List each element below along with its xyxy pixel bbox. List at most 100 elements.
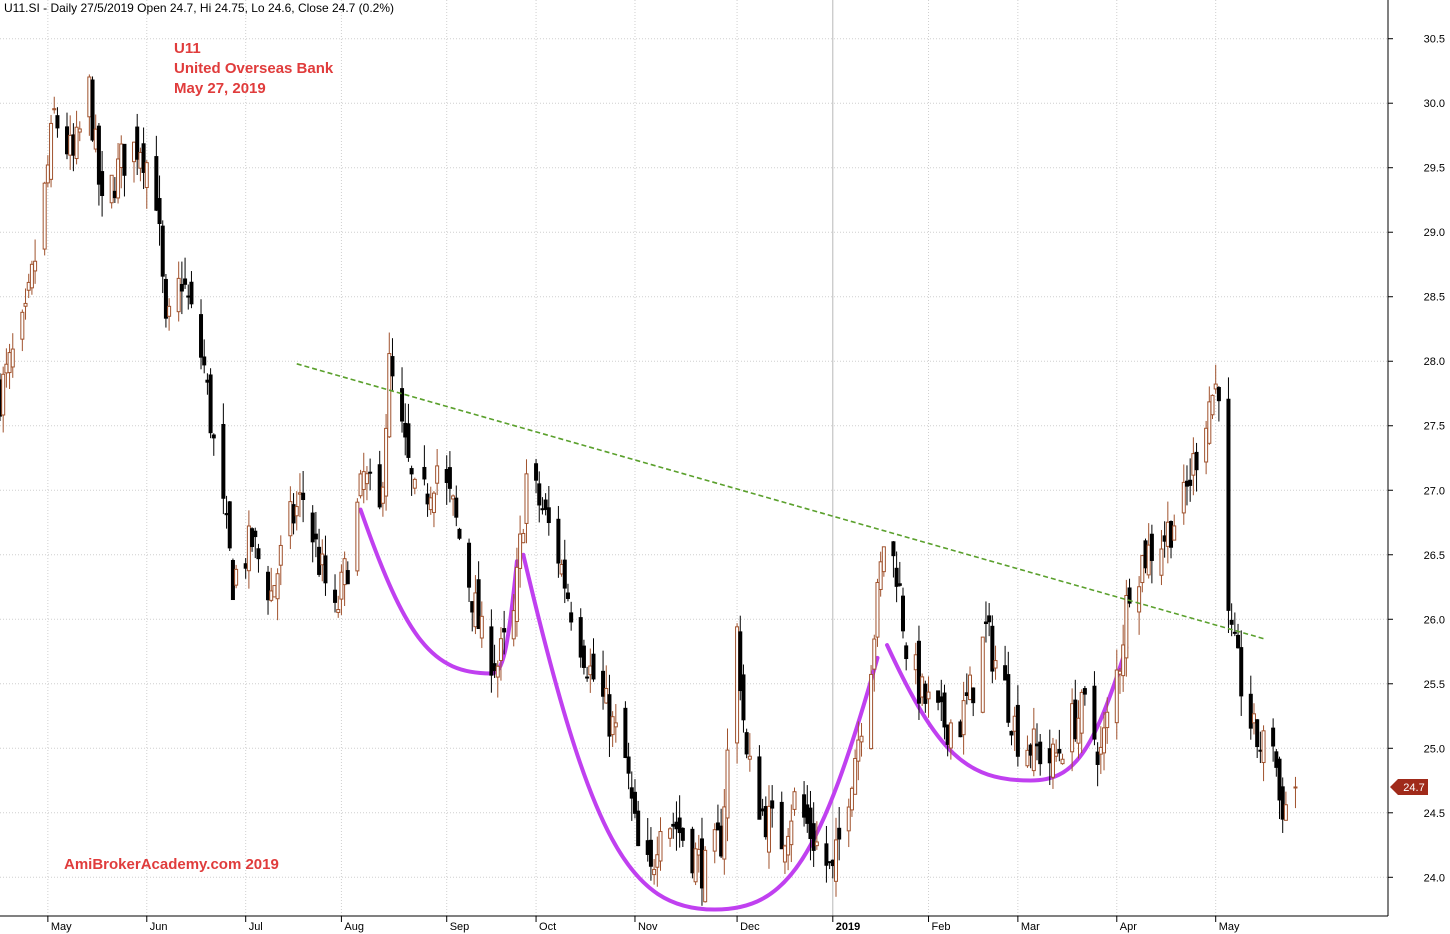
candle [971, 687, 976, 717]
candle-body [1236, 634, 1241, 649]
candle-body [916, 640, 921, 704]
candle-body [514, 566, 519, 622]
candle [1025, 735, 1030, 768]
candle-body [760, 808, 765, 812]
candle [830, 859, 835, 879]
candle [313, 511, 318, 558]
candle-body [1251, 713, 1256, 724]
candle [90, 76, 95, 142]
candle-body [1204, 427, 1209, 463]
candle-body [1050, 743, 1055, 778]
candle [805, 785, 810, 833]
candle-body [377, 464, 382, 508]
candle-body [722, 806, 727, 860]
candle-body [403, 422, 408, 438]
annotation-date: May 27, 2019 [174, 80, 266, 97]
candle-body [1098, 746, 1103, 755]
candle-body [846, 806, 851, 832]
candle [1226, 377, 1231, 634]
candle-body [1248, 693, 1253, 729]
candle-body [476, 579, 481, 630]
x-tick-label: Apr [1120, 921, 1137, 933]
candle-body [447, 467, 452, 489]
candle [451, 494, 456, 516]
candle [202, 339, 207, 374]
candle-body [1028, 744, 1033, 756]
candle-body [1277, 758, 1282, 801]
candle [760, 798, 765, 816]
candle [511, 594, 516, 647]
candle [116, 143, 121, 204]
candle-body [792, 791, 797, 810]
y-tick-label: 25.5 [1424, 679, 1445, 691]
candle [122, 143, 127, 197]
candle-body [1229, 619, 1234, 625]
candle-body [569, 612, 574, 623]
candle [591, 638, 596, 682]
candle [495, 660, 500, 698]
candle-body [1207, 401, 1212, 444]
candle-body [1102, 727, 1107, 754]
candle [1188, 458, 1193, 502]
candle [1146, 523, 1151, 579]
candle-body [1114, 669, 1119, 724]
candle [1293, 776, 1298, 809]
candle [132, 141, 137, 183]
candle [814, 821, 819, 850]
candle-body [849, 787, 854, 811]
candle-body [1137, 586, 1142, 613]
candle-body [132, 141, 137, 163]
candle [766, 785, 771, 869]
candle-body [699, 838, 704, 889]
candle-body [65, 126, 70, 155]
candle-body [202, 356, 207, 366]
candle-body [77, 128, 82, 133]
candle [652, 859, 657, 885]
candle-body [942, 692, 947, 728]
candle-body [361, 471, 366, 491]
candle-body [301, 492, 306, 501]
candle [763, 796, 768, 840]
candle [1031, 707, 1036, 777]
candle [157, 175, 162, 246]
candle [968, 666, 973, 701]
candle-body [425, 493, 430, 505]
candle-body [412, 478, 417, 489]
candle-body [703, 849, 708, 903]
candle-body [1031, 728, 1036, 772]
candle [900, 587, 905, 639]
candle-body [90, 79, 95, 141]
candle-body [853, 757, 858, 795]
candle [186, 284, 191, 310]
candle [345, 561, 350, 585]
candle [648, 827, 653, 881]
candle [802, 781, 807, 827]
candle-body [546, 507, 551, 524]
candle-body [964, 692, 969, 697]
candle [1207, 386, 1212, 445]
candle-body [738, 631, 743, 692]
y-tick-label: 26.0 [1424, 614, 1445, 626]
candle [317, 528, 322, 577]
candle-body [1143, 540, 1148, 569]
candle-body [266, 571, 271, 601]
candle-body [808, 807, 813, 840]
candle-body [521, 532, 526, 544]
candle [333, 574, 338, 613]
candle [1280, 777, 1285, 833]
candle [1003, 645, 1008, 681]
candle-body [243, 563, 248, 569]
candle [479, 601, 484, 648]
candle-body [1082, 688, 1087, 695]
candle-body [323, 555, 328, 584]
candle [205, 373, 210, 395]
candle [585, 666, 590, 682]
candle [7, 343, 12, 389]
candle-body [49, 122, 54, 180]
candle [234, 564, 239, 589]
candle [1232, 612, 1237, 637]
candle-body [320, 553, 325, 566]
candle-body [763, 806, 768, 838]
candle [878, 551, 883, 597]
candle [467, 538, 472, 603]
